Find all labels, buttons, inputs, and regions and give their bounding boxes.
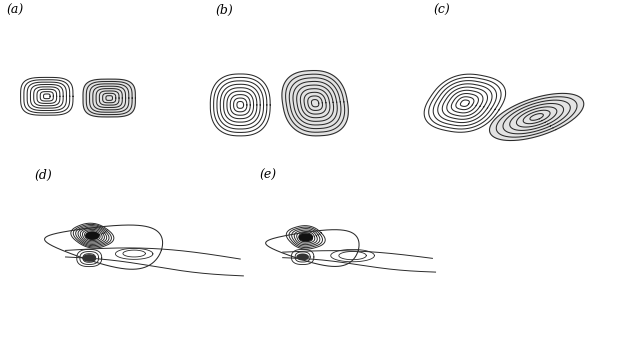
Polygon shape [86,233,99,239]
Text: (a): (a) [6,4,24,17]
Text: (c): (c) [434,4,451,17]
Text: (d): (d) [34,169,52,182]
Polygon shape [489,93,584,141]
Text: (b): (b) [215,4,233,17]
Polygon shape [282,71,348,136]
Polygon shape [83,79,135,117]
Polygon shape [83,255,95,261]
Polygon shape [299,234,313,241]
Polygon shape [297,254,308,260]
Text: (e): (e) [259,169,276,182]
